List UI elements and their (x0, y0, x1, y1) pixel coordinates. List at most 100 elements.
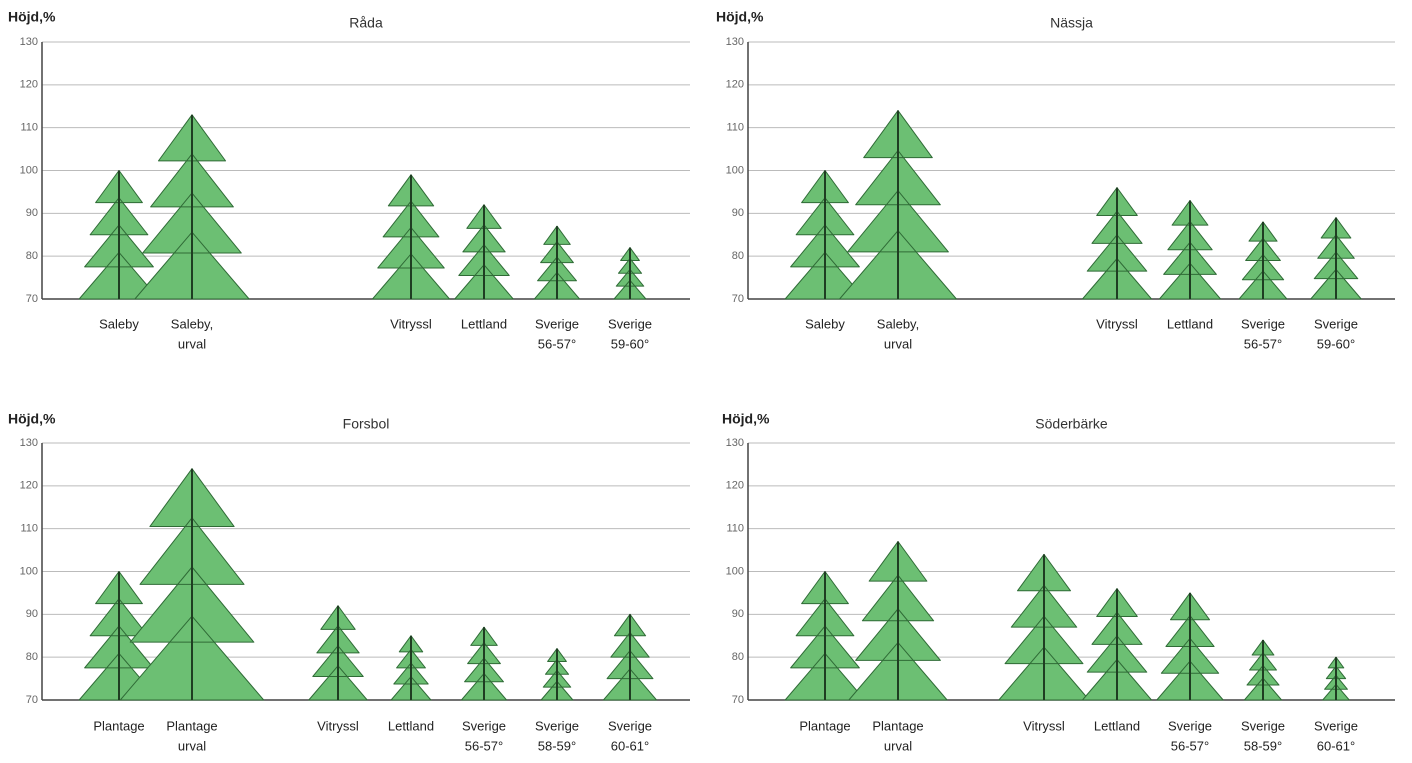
x-tick-label: 59-60° (611, 336, 649, 351)
x-tick-label: Lettland (1094, 718, 1140, 733)
tree (1157, 593, 1223, 700)
chart-title: Nässja (1050, 15, 1093, 31)
x-tick-label: urval (178, 336, 206, 351)
y-axis-label: Höjd,% (722, 411, 770, 427)
tree (785, 171, 865, 300)
x-tick-label: Saleby (99, 316, 139, 331)
y-tick-label: 120 (20, 480, 38, 492)
chart-title: Råda (349, 15, 383, 31)
x-tick-label: Sverige (608, 718, 652, 733)
tree (840, 111, 957, 299)
y-tick-label: 80 (732, 250, 744, 262)
tree (785, 572, 865, 701)
y-tick-label: 90 (732, 207, 744, 219)
y-tick-label: 130 (20, 36, 38, 48)
x-tick-label: urval (884, 738, 912, 753)
tree (309, 606, 367, 700)
x-tick-label: urval (178, 738, 206, 753)
x-tick-label: 60-61° (1317, 738, 1355, 753)
y-tick-label: 100 (726, 565, 744, 577)
x-tick-label: 58-59° (1244, 738, 1282, 753)
x-tick-label: Vitryssl (1096, 316, 1138, 331)
x-tick-label: 56-57° (465, 738, 503, 753)
y-tick-label: 90 (26, 207, 38, 219)
tree (1159, 200, 1220, 299)
x-tick-label: 56-57° (538, 336, 576, 351)
tree (461, 627, 506, 700)
tree (541, 649, 573, 700)
tree (1082, 589, 1151, 700)
x-tick-label: Vitryssl (390, 316, 432, 331)
y-axis-label: Höjd,% (8, 411, 56, 427)
x-tick-label: Plantage (799, 718, 850, 733)
x-tick-label: Sverige (1241, 718, 1285, 733)
y-tick-label: 110 (726, 122, 744, 134)
x-tick-label: 56-57° (1244, 336, 1282, 351)
chart-page: Råda Höjd,% 70 80 90 100 110 120 130 Saleby Saleby… (0, 0, 1412, 758)
x-tick-label: Plantage (93, 718, 144, 733)
x-tick-label: Sverige (1314, 718, 1358, 733)
y-tick-label: 90 (732, 608, 744, 620)
tree (1239, 222, 1287, 299)
x-tick-label: Sverige (1314, 316, 1358, 331)
x-tick-label: Vitryssl (1023, 718, 1065, 733)
y-tick-label: 110 (20, 122, 38, 134)
tree (372, 175, 449, 299)
y-tick-label: 130 (726, 36, 744, 48)
x-tick-label: Sverige (535, 316, 579, 331)
y-tick-label: 130 (20, 437, 38, 449)
x-tick-label: Vitryssl (317, 718, 359, 733)
y-tick-label: 100 (20, 565, 38, 577)
x-tick-label: 59-60° (1317, 336, 1355, 351)
tree (1082, 188, 1151, 299)
x-tick-label: Sverige (608, 316, 652, 331)
y-tick-label: 120 (20, 79, 38, 91)
x-tick-label: Plantage (166, 718, 217, 733)
y-tick-label: 130 (726, 437, 744, 449)
y-tick-label: 70 (26, 293, 38, 305)
y-tick-label: 110 (20, 523, 38, 535)
x-tick-label: urval (884, 336, 912, 351)
y-tick-label: 80 (732, 651, 744, 663)
x-tick-label: Saleby (805, 316, 845, 331)
y-axis-label: Höjd,% (716, 9, 764, 25)
y-tick-label: 80 (26, 651, 38, 663)
x-tick-label: Saleby, (877, 316, 919, 331)
y-tick-label: 90 (26, 608, 38, 620)
x-tick-label: Lettland (1167, 316, 1213, 331)
tree (1244, 640, 1281, 700)
x-tick-label: Lettland (461, 316, 507, 331)
tree (455, 205, 513, 299)
y-tick-label: 100 (726, 164, 744, 176)
x-tick-label: Sverige (462, 718, 506, 733)
tree (1323, 657, 1350, 700)
tree (391, 636, 431, 700)
y-tick-label: 80 (26, 250, 38, 262)
x-tick-label: Lettland (388, 718, 434, 733)
x-tick-label: 58-59° (538, 738, 576, 753)
tree (603, 614, 656, 700)
tree (135, 115, 249, 299)
x-tick-label: Plantage (872, 718, 923, 733)
y-tick-label: 70 (26, 694, 38, 706)
tree (534, 226, 579, 299)
x-tick-label: 60-61° (611, 738, 649, 753)
x-tick-label: Sverige (1168, 718, 1212, 733)
tree (614, 248, 646, 299)
y-tick-label: 120 (726, 79, 744, 91)
x-tick-label: 56-57° (1171, 738, 1209, 753)
y-axis-label: Höjd,% (8, 9, 56, 25)
chart-title: Forsbol (343, 416, 390, 432)
y-tick-label: 120 (726, 480, 744, 492)
y-tick-label: 70 (732, 694, 744, 706)
tree (849, 542, 947, 700)
chart-title: Söderbärke (1035, 416, 1108, 432)
y-tick-label: 100 (20, 164, 38, 176)
y-tick-label: 70 (732, 293, 744, 305)
x-tick-label: Saleby, (171, 316, 213, 331)
x-tick-label: Sverige (535, 718, 579, 733)
tree (79, 171, 159, 300)
x-tick-label: Sverige (1241, 316, 1285, 331)
tree (999, 554, 1089, 700)
tree (1311, 218, 1361, 299)
